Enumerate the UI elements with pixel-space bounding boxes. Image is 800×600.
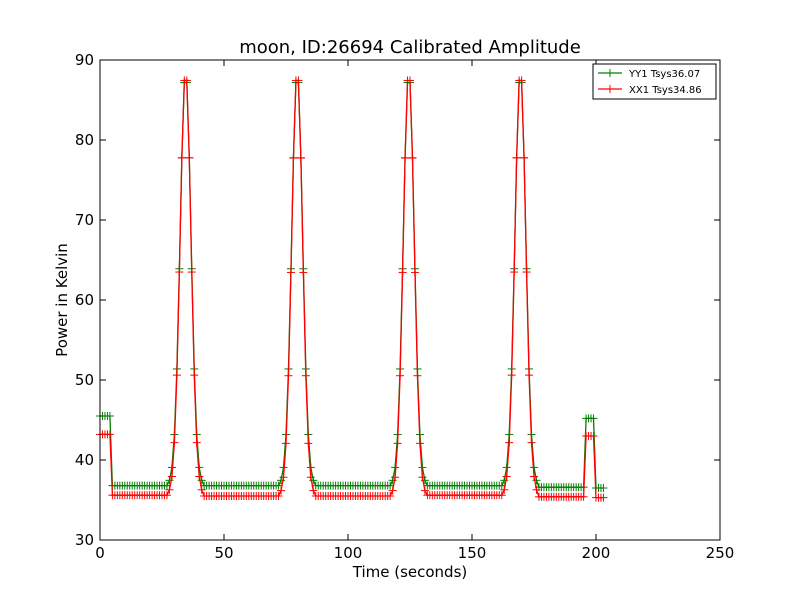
legend-label-yy1: YY1 Tsys36.07	[628, 69, 700, 80]
y-axis-label: Power in Kelvin	[53, 243, 71, 357]
x-axis-label: Time (seconds)	[352, 563, 468, 581]
x-tick-label: 200	[582, 544, 611, 562]
x-tick-label: 250	[706, 544, 735, 562]
x-tick-label: 100	[334, 544, 363, 562]
legend: YY1 Tsys36.07 XX1 Tsys34.86	[592, 63, 717, 100]
y-tick-label: 70	[75, 211, 94, 229]
legend-label-xx1: XX1 Tsys34.86	[629, 85, 702, 96]
y-tick-label: 30	[75, 531, 94, 549]
x-tick-label: 150	[458, 544, 487, 562]
chart-title: moon, ID:26694 Calibrated Amplitude	[239, 37, 581, 58]
y-tick-label: 90	[75, 51, 94, 69]
y-tick-label: 60	[75, 291, 94, 309]
x-tick-label: 0	[95, 544, 105, 562]
y-tick-label: 40	[75, 451, 94, 469]
series-layer	[96, 76, 608, 502]
y-tick-label: 50	[75, 371, 94, 389]
legend-box	[592, 63, 717, 100]
y-tick-label: 80	[75, 131, 94, 149]
x-tick-label: 50	[214, 544, 233, 562]
ticks-layer: 0 50 100 150 200 250 30 40 50 60 70 80 90	[75, 51, 734, 562]
